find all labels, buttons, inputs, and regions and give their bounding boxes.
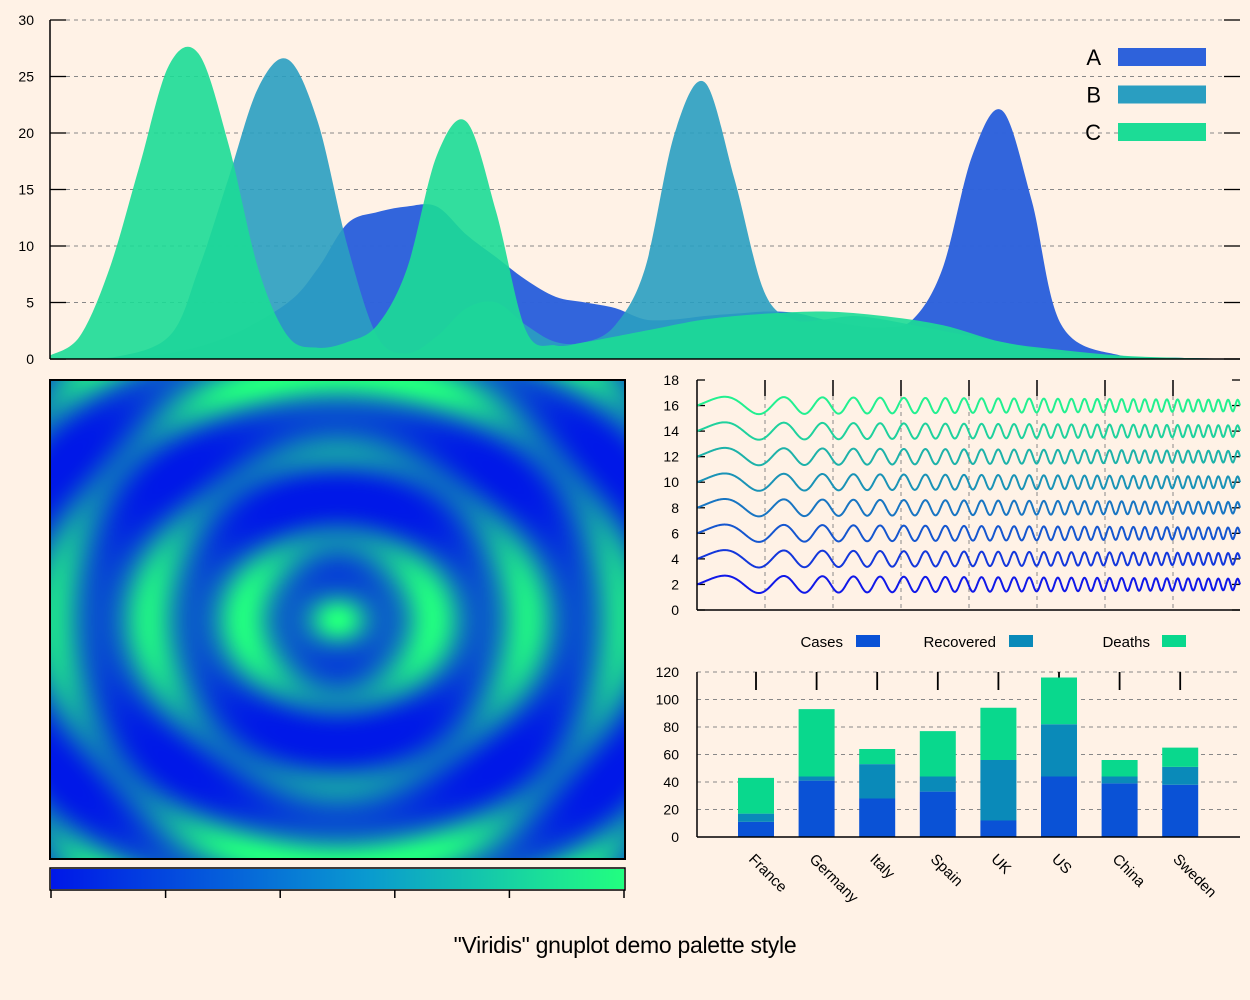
heatmap-border — [49, 379, 626, 860]
x-tick-label: Sweden — [1169, 851, 1219, 901]
y-tick-label: 15 — [18, 182, 34, 198]
y-tick-label: 14 — [663, 423, 679, 439]
legend-label: C — [1085, 120, 1101, 145]
wave-series-line — [696, 523, 1241, 543]
legend-label: B — [1086, 83, 1101, 108]
y-tick-label: 0 — [671, 602, 679, 618]
y-tick-label: 6 — [671, 525, 679, 541]
bar-segment-recovered — [919, 776, 956, 792]
y-tick-label: 12 — [663, 449, 679, 465]
heatmap-frame — [49, 379, 626, 898]
y-tick-label: 16 — [663, 398, 679, 414]
y-tick-label: 25 — [18, 69, 34, 85]
density-area-chart: 0 5 10 15 20 25 30 ABC — [18, 12, 1240, 367]
figure-caption: "Viridis" gnuplot demo palette style — [453, 932, 797, 958]
legend-swatch — [1118, 48, 1206, 66]
bar-segment-cases — [1101, 783, 1138, 837]
area-series-B — [50, 58, 1240, 360]
bar-segment-recovered — [1101, 776, 1138, 784]
bar-segment-recovered — [1041, 724, 1077, 777]
legend-swatch — [1118, 123, 1206, 141]
x-tick-label: China — [1109, 851, 1149, 891]
bar-segment-recovered — [798, 776, 835, 781]
y-tick-label: 10 — [18, 238, 34, 254]
bar-segment-recovered — [859, 764, 896, 799]
y-tick-label: 10 — [663, 474, 679, 490]
bar-segment-recovered — [980, 760, 1017, 821]
bar-segment-deaths — [798, 709, 835, 777]
y-tick-label: 8 — [671, 500, 679, 516]
legend-label: Cases — [800, 634, 843, 651]
legend-swatch — [856, 635, 880, 647]
bar-segment-cases — [980, 820, 1017, 837]
wave-series-line — [696, 549, 1241, 569]
y-tick-label: 0 — [26, 351, 34, 367]
x-tick-label: UK — [988, 851, 1015, 878]
bar-segment-deaths — [1041, 677, 1077, 725]
wave-series-line — [696, 472, 1241, 492]
y-tick-label: 120 — [656, 664, 680, 680]
stacked-bar-chart: 0 20 40 60 80 100 120 France Germany Italy Spain UK… — [656, 634, 1240, 907]
x-tick-label: US — [1048, 851, 1075, 878]
wave-series-line — [696, 446, 1241, 467]
bar-segment-recovered — [1162, 766, 1199, 785]
palette-colorbar — [51, 869, 624, 889]
y-tick-label: 2 — [671, 576, 679, 592]
y-tick-label: 0 — [671, 829, 679, 845]
x-tick-label: Spain — [927, 851, 966, 890]
bar-segment-cases — [859, 798, 896, 837]
wave-line-chart: 0 2 4 6 8 10 12 14 16 18 — [663, 372, 1241, 618]
bar-segment-deaths — [859, 749, 896, 765]
colorbar-border — [49, 867, 626, 891]
wave-series-line — [696, 498, 1241, 518]
y-tick-label: 80 — [663, 719, 679, 735]
wave-series-line — [696, 574, 1241, 595]
legend-swatch — [1009, 635, 1033, 647]
bar-segment-cases — [1162, 784, 1199, 837]
bar-segment-cases — [738, 821, 774, 837]
legend-label: Deaths — [1102, 634, 1150, 651]
bar-segment-deaths — [1162, 747, 1199, 767]
bar-segment-recovered — [738, 813, 774, 822]
y-tick-label: 100 — [656, 692, 680, 708]
legend-label: A — [1086, 45, 1101, 70]
y-tick-label: 40 — [663, 774, 679, 790]
x-tick-label: France — [745, 851, 790, 896]
y-tick-label: 20 — [18, 125, 34, 141]
y-tick-label: 20 — [663, 802, 679, 818]
bar-segment-deaths — [738, 777, 774, 814]
y-tick-label: 4 — [671, 551, 679, 567]
legend-swatch — [1118, 85, 1206, 104]
rings-heatmap — [51, 381, 624, 858]
y-tick-label: 18 — [663, 372, 679, 388]
wave-series-line — [696, 421, 1241, 441]
y-tick-label: 30 — [18, 12, 34, 28]
wave-series-line — [696, 395, 1241, 416]
bar-segment-deaths — [1101, 760, 1138, 777]
bar-segment-deaths — [980, 707, 1017, 760]
bar-segment-cases — [919, 791, 956, 837]
y-tick-label: 60 — [663, 747, 679, 763]
bar-segment-deaths — [919, 731, 956, 777]
area-series-C — [50, 46, 1240, 359]
legend-swatch — [1162, 635, 1186, 647]
x-tick-label: Germany — [806, 851, 862, 907]
legend-label: Recovered — [923, 634, 996, 651]
bar-segment-cases — [798, 780, 835, 837]
bar-segment-cases — [1041, 776, 1077, 837]
y-tick-label: 5 — [26, 295, 34, 311]
x-tick-label: Italy — [866, 851, 898, 883]
